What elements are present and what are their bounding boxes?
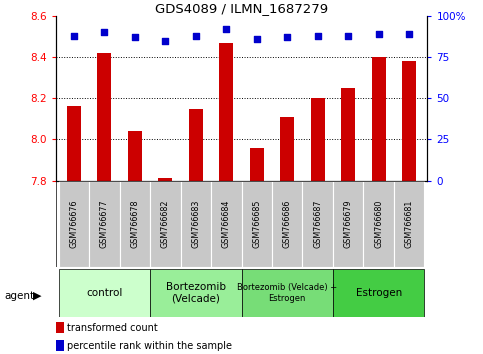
Bar [280, 117, 294, 181]
Text: GSM766685: GSM766685 [252, 200, 261, 248]
Text: GSM766679: GSM766679 [344, 200, 353, 248]
Text: ▶: ▶ [33, 291, 42, 301]
Bar [189, 109, 203, 181]
Text: Bortezomib
(Velcade): Bortezomib (Velcade) [166, 282, 226, 304]
Point [100, 29, 108, 35]
Text: Estrogen: Estrogen [355, 288, 402, 298]
Bar [89, 181, 120, 267]
Bar [98, 53, 111, 181]
Point [161, 38, 169, 44]
Text: GSM766678: GSM766678 [130, 200, 139, 248]
Text: percentile rank within the sample: percentile rank within the sample [68, 341, 232, 350]
Bar [58, 269, 150, 317]
Point [375, 31, 383, 37]
Bar [120, 181, 150, 267]
Text: transformed count: transformed count [68, 323, 158, 333]
Bar [341, 88, 355, 181]
Text: GSM766686: GSM766686 [283, 200, 292, 248]
Point [253, 36, 261, 42]
Bar [363, 181, 394, 267]
Bar [250, 148, 264, 181]
Text: agent: agent [5, 291, 35, 301]
Point [405, 31, 413, 37]
Bar [242, 181, 272, 267]
Bar [242, 269, 333, 317]
Point [314, 33, 322, 39]
Bar [272, 181, 302, 267]
Point [222, 26, 230, 32]
Bar [150, 181, 181, 267]
Point [131, 34, 139, 40]
Bar [333, 269, 425, 317]
Point [284, 34, 291, 40]
Bar [150, 269, 242, 317]
Bar [128, 131, 142, 181]
Bar [333, 181, 363, 267]
Point [344, 33, 352, 39]
Bar [402, 61, 416, 181]
Text: Bortezomib (Velcade) +
Estrogen: Bortezomib (Velcade) + Estrogen [237, 283, 337, 303]
Text: GSM766684: GSM766684 [222, 200, 231, 248]
Text: control: control [86, 288, 123, 298]
Bar [158, 178, 172, 181]
Bar [211, 181, 242, 267]
Bar [181, 181, 211, 267]
Text: GSM766680: GSM766680 [374, 200, 383, 248]
Bar [394, 181, 425, 267]
Bar [311, 98, 325, 181]
Title: GDS4089 / ILMN_1687279: GDS4089 / ILMN_1687279 [155, 2, 328, 15]
Bar [372, 57, 385, 181]
Point [70, 33, 78, 39]
Bar [56, 340, 64, 351]
Text: GSM766687: GSM766687 [313, 200, 322, 248]
Bar [219, 43, 233, 181]
Text: GSM766681: GSM766681 [405, 200, 413, 248]
Text: GSM766683: GSM766683 [191, 200, 200, 248]
Bar [56, 322, 64, 333]
Point [192, 33, 199, 39]
Bar [302, 181, 333, 267]
Text: GSM766676: GSM766676 [70, 200, 78, 248]
Bar [58, 181, 89, 267]
Bar [67, 107, 81, 181]
Text: GSM766682: GSM766682 [161, 200, 170, 248]
Text: GSM766677: GSM766677 [100, 200, 109, 248]
